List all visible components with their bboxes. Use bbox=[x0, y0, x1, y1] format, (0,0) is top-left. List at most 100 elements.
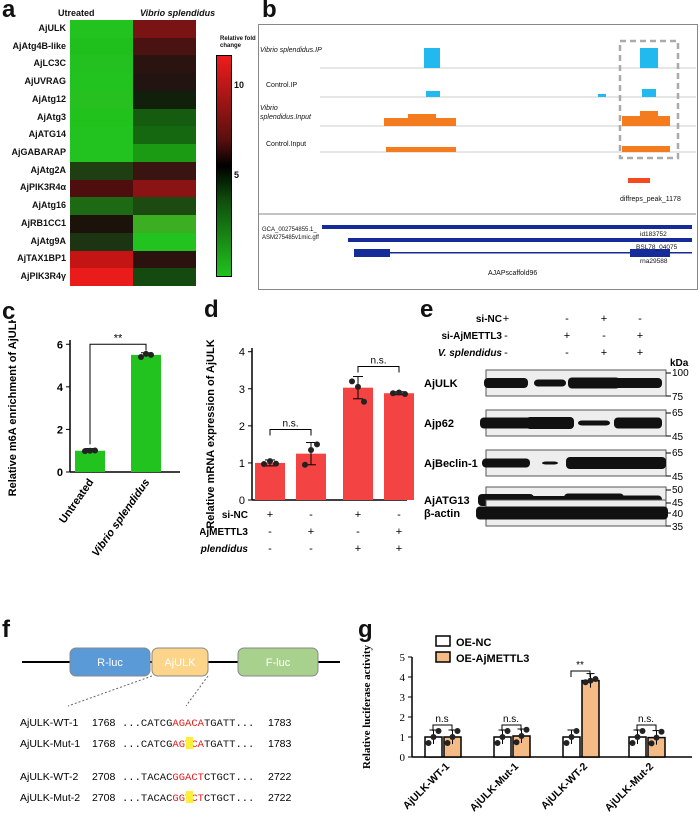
data-point bbox=[658, 728, 665, 735]
data-point bbox=[273, 460, 279, 467]
heatmap-row-label: AjULK bbox=[38, 22, 67, 33]
marker-label: 50 bbox=[672, 485, 684, 496]
comparison-bracket bbox=[432, 724, 453, 731]
heatmap-cell bbox=[133, 161, 196, 181]
condition-label: si-AjMETTL3 bbox=[200, 527, 248, 538]
panel-label-c: c bbox=[2, 298, 16, 325]
blot-band bbox=[608, 506, 668, 520]
heatmap-cell bbox=[70, 108, 133, 127]
sequence-start: 1768 bbox=[92, 738, 116, 750]
igv-scaffold-label: AJAPscaffold96 bbox=[488, 270, 538, 277]
data-point bbox=[573, 728, 580, 734]
comparison-label: n.s bbox=[435, 714, 448, 725]
condition-label: si-NC bbox=[476, 314, 502, 325]
y-tick-label: 0 bbox=[400, 752, 406, 764]
data-point bbox=[639, 728, 646, 734]
heatmap-row-label: AjAtg4B-like bbox=[12, 40, 66, 51]
blot-label: AjATG13 bbox=[424, 495, 470, 507]
data-point bbox=[592, 676, 599, 682]
sequence-name: AjULK-WT-1 bbox=[20, 717, 79, 729]
data-point bbox=[504, 728, 511, 734]
y-tick-label: 1 bbox=[400, 732, 406, 744]
igv-svg bbox=[258, 39, 696, 257]
heatmap-cell bbox=[70, 197, 133, 216]
sequence-name: AjULK-Mut-1 bbox=[20, 738, 80, 750]
igv-mrna-line bbox=[354, 252, 692, 254]
data-point bbox=[314, 441, 320, 448]
igv-track-label-vibrio-input: Vibrio splendidus.Input bbox=[260, 105, 311, 121]
legend-swatch bbox=[435, 635, 451, 647]
heatmap-cell bbox=[70, 250, 133, 269]
heatmap-legend-tick-10: 10 bbox=[234, 80, 245, 90]
blot-band bbox=[534, 379, 566, 387]
blot-band bbox=[480, 417, 532, 429]
igv-highlight-box bbox=[618, 39, 680, 160]
igv-exon-2 bbox=[630, 249, 670, 257]
blot-band bbox=[578, 420, 610, 426]
bar bbox=[384, 393, 414, 500]
blot-label: AjULK bbox=[424, 378, 458, 390]
comparison-label: n.s. bbox=[503, 714, 519, 725]
construct-diagram: R-luc AjULK F-luc AjULK-WT-1 1768 ...CATCGAGA… bbox=[20, 647, 340, 805]
heatmap-cell bbox=[133, 268, 196, 287]
bar bbox=[75, 450, 105, 472]
panel-label-a: a bbox=[2, 0, 16, 23]
heatmap-row-label: AjGABARAP bbox=[11, 147, 66, 157]
y-tick-label: 4 bbox=[400, 672, 406, 684]
blot-label: AjBeclin-1 bbox=[424, 458, 478, 470]
heatmap-cell bbox=[133, 232, 196, 252]
condition-sign: + bbox=[355, 543, 361, 555]
panel-label-e: e bbox=[420, 296, 434, 323]
sequence-part: AGACA bbox=[172, 718, 204, 730]
igv-input-peak-2 bbox=[622, 116, 670, 126]
data-point bbox=[349, 378, 355, 385]
sequence-part: ...TACAC bbox=[122, 793, 172, 805]
condition-sign: + bbox=[564, 330, 570, 342]
heatmap-row-labels: AjULK AjAtg4B-like AjLC3C AjUVRAG AjAtg12 AjA… bbox=[0, 20, 66, 286]
construct-box bbox=[151, 647, 209, 677]
heatmap-cell bbox=[70, 90, 133, 110]
data-point bbox=[499, 734, 506, 740]
data-point bbox=[302, 461, 308, 468]
marker-label: 40 bbox=[672, 509, 684, 520]
construct-box bbox=[69, 647, 151, 677]
heatmap-row-label: AjATG14 bbox=[28, 129, 66, 140]
comparison-bracket bbox=[357, 366, 400, 373]
kda-label: kDa bbox=[670, 358, 689, 369]
data-point bbox=[587, 677, 594, 684]
data-point bbox=[494, 740, 501, 746]
comparison-label: ** bbox=[576, 660, 584, 671]
condition-sign: + bbox=[637, 330, 643, 342]
data-point bbox=[143, 350, 149, 357]
sequence-part: ...CATCG bbox=[122, 739, 172, 751]
condition-sign: - bbox=[309, 543, 313, 555]
y-axis-label: Relative mRNA expression of AjULK bbox=[205, 339, 217, 528]
comparison-bracket bbox=[636, 724, 657, 731]
y-tick-label: 2 bbox=[239, 421, 245, 433]
blot-label: Ajp62 bbox=[424, 418, 454, 430]
condition-sign: + bbox=[267, 509, 273, 521]
blot-band bbox=[484, 378, 528, 388]
data-point bbox=[568, 734, 575, 740]
data-point bbox=[396, 389, 402, 396]
igv-ctrl-ip-peak-2 bbox=[642, 89, 656, 97]
blot-band bbox=[566, 457, 622, 469]
y-tick-label: 6 bbox=[57, 339, 63, 351]
sequence-end: 2722 bbox=[268, 771, 292, 783]
marker-label: 45 bbox=[672, 432, 684, 443]
blot-band bbox=[542, 461, 558, 465]
sequence-part: TGATT... bbox=[204, 718, 254, 730]
igv-input-peak-1 bbox=[384, 118, 456, 126]
condition-sign: + bbox=[396, 543, 402, 555]
heatmap-row-label: AjAtg9A bbox=[30, 235, 67, 246]
panel-label-g: g bbox=[358, 616, 373, 643]
bar bbox=[343, 387, 373, 500]
marker-label: 65 bbox=[672, 448, 684, 459]
data-point bbox=[390, 390, 396, 397]
construct-box bbox=[237, 647, 319, 677]
x-tick-label: AjULK-WT-2 bbox=[539, 761, 590, 812]
sequence-name: AjULK-WT-2 bbox=[20, 771, 79, 783]
igv-ctrl-ip-peak-3 bbox=[598, 94, 606, 97]
sequence-end: 1783 bbox=[268, 738, 292, 750]
heatmap-cell bbox=[70, 215, 133, 234]
